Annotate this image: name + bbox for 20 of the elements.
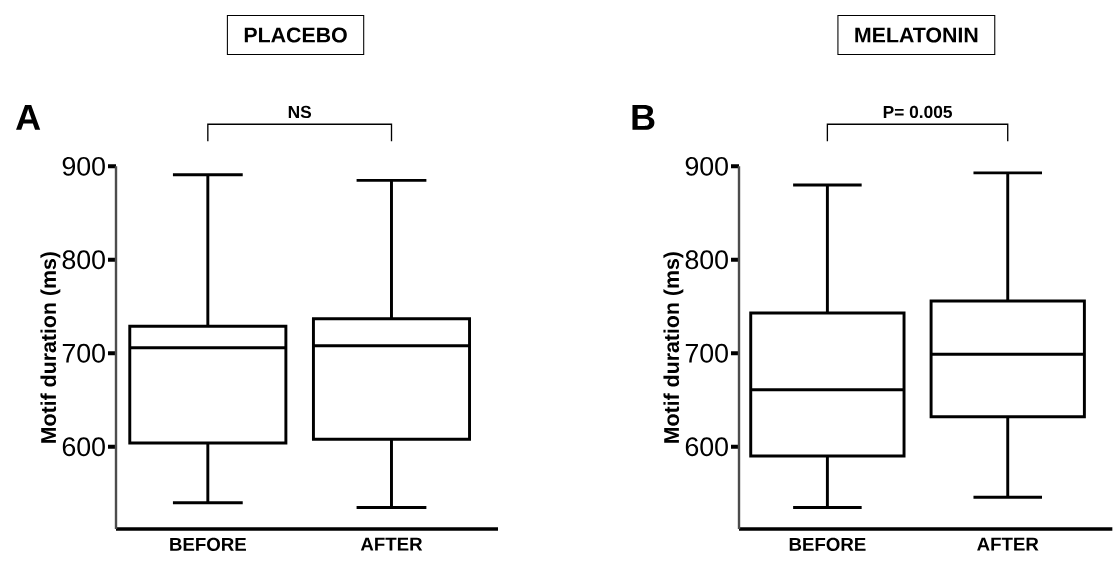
x-tick-label: BEFORE <box>789 537 866 551</box>
y-tick-label: 900 <box>62 156 105 176</box>
chart-title: MELATONIN <box>855 27 978 43</box>
text: NS <box>288 105 312 119</box>
x-tick-label: AFTER <box>360 537 423 551</box>
y-axis-title: Motif duration (ms) <box>663 252 684 443</box>
x-tick-label: AFTER <box>977 537 1039 551</box>
x-tick-label: BEFORE <box>170 537 246 551</box>
y-axis-title: Motif duration (ms) <box>40 252 61 443</box>
y-tick-label: 600 <box>685 437 728 457</box>
y-tick-label: 800 <box>685 250 728 270</box>
text: A <box>16 104 41 130</box>
y-tick-label: 900 <box>685 156 728 176</box>
y-tick-label: 800 <box>62 250 105 270</box>
text: P= 0.005 <box>883 105 953 119</box>
y-tick-label: 700 <box>62 343 105 363</box>
chart-title: PLACEBO <box>244 27 347 43</box>
text: B <box>632 104 655 130</box>
y-tick-label: 700 <box>685 343 728 363</box>
y-tick-label: 600 <box>62 437 105 457</box>
